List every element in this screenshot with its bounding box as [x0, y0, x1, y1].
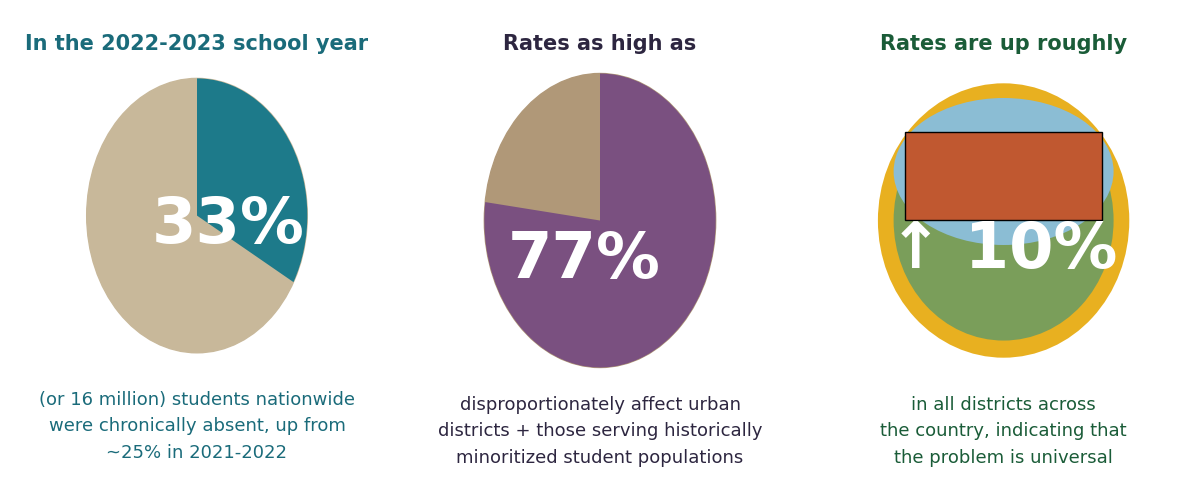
Circle shape: [485, 74, 715, 368]
Text: (or 16 million) students nationwide
were chronically absent, up from
~25% in 202: (or 16 million) students nationwide were…: [38, 391, 355, 462]
Wedge shape: [485, 74, 715, 368]
Text: 77%: 77%: [508, 229, 661, 291]
Text: ↑ 10%: ↑ 10%: [889, 219, 1117, 281]
Ellipse shape: [894, 100, 1114, 341]
Text: in all districts across
the country, indicating that
the problem is universal: in all districts across the country, ind…: [881, 396, 1127, 466]
Ellipse shape: [894, 98, 1114, 245]
Wedge shape: [197, 78, 307, 282]
Ellipse shape: [878, 83, 1129, 358]
Text: Rates as high as: Rates as high as: [503, 34, 697, 54]
Text: In the 2022-2023 school year: In the 2022-2023 school year: [25, 34, 368, 54]
FancyBboxPatch shape: [906, 132, 1102, 220]
Text: Rates are up roughly: Rates are up roughly: [880, 34, 1127, 54]
Text: 33%: 33%: [152, 195, 305, 256]
Circle shape: [86, 78, 307, 353]
Text: disproportionately affect urban
districts + those serving historically
minoritiz: disproportionately affect urban district…: [438, 396, 762, 466]
